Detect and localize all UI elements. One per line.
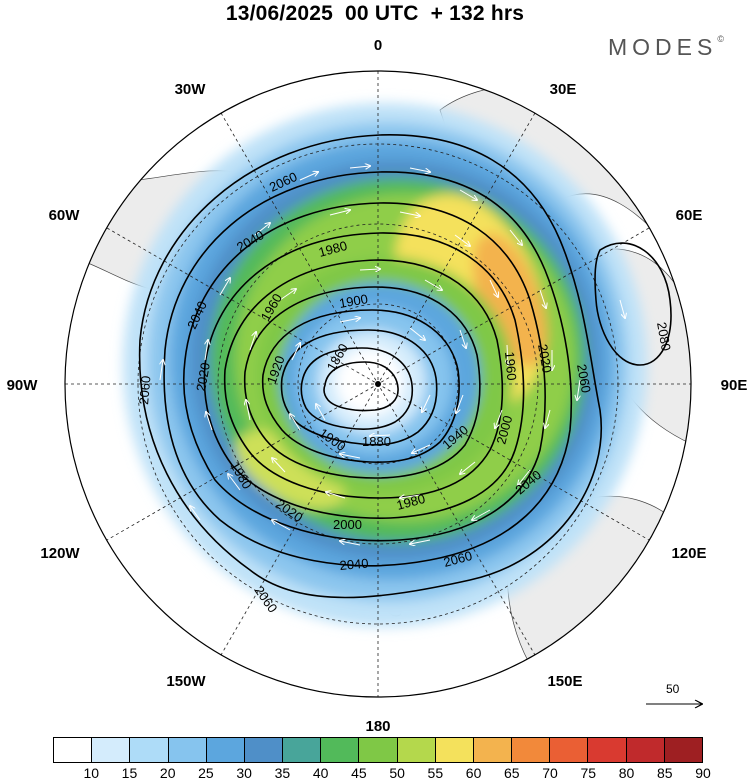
colorbar-cell: [283, 738, 322, 762]
contour-label: 2060: [442, 548, 474, 570]
colorbar-cell: [168, 738, 207, 762]
colorbar-tick-label: 80: [618, 765, 635, 781]
contour-label: 2020: [193, 361, 213, 392]
colorbar-ticks: 10 15 20 25 30 35 40 45 50 55 60 65 70 75 80 85 90: [53, 765, 710, 781]
colorbar-tick-label: 20: [159, 765, 176, 781]
colorbar-cell: [92, 738, 131, 762]
lon-label-150e: 150E: [547, 673, 582, 690]
contour-label: 1900: [338, 291, 369, 311]
contour-label: 1980: [317, 238, 349, 260]
polar-map: 2060 2040 1980 2040 1960 1900 1860 1920 …: [7, 37, 748, 735]
colorbar-cell: [550, 738, 589, 762]
geopotential-contours: [138, 134, 672, 599]
lon-label-150w: 150W: [166, 673, 206, 690]
contour-label: 2060: [574, 363, 594, 394]
colorbar-tick-label: 40: [312, 765, 329, 781]
wind-vectors: [160, 166, 625, 545]
colorbar-cell: [435, 738, 474, 762]
colorbar-cell: [244, 738, 284, 762]
colorbar-tick-label: 50: [389, 765, 405, 781]
lon-label-120e: 120E: [671, 545, 706, 562]
wind-speed-shading: [123, 103, 647, 627]
lon-label-60e: 60E: [676, 207, 703, 224]
colorbar-tick-label: 10: [83, 765, 100, 781]
lon-label-120w: 120W: [40, 545, 80, 562]
colorbar-cell: [359, 738, 398, 762]
colorbar-cell: [664, 738, 702, 762]
map-title: 13/06/2025 00 UTC + 132 hrs: [225, 2, 525, 25]
contour-label: 2080: [654, 321, 674, 352]
colorbar-tick-label: 25: [198, 765, 214, 781]
lon-label-0: 0: [374, 37, 382, 54]
reference-arrow-icon: [646, 699, 704, 709]
reference-vector: 50: [644, 682, 706, 712]
colorbar-cell: [54, 738, 93, 762]
contour-label: 1960: [502, 351, 519, 381]
colorbar-cell: [626, 738, 665, 762]
contour-label: 2040: [339, 556, 369, 573]
lon-label-30w: 30W: [175, 81, 207, 98]
map-boundary: [64, 70, 692, 698]
colorbar-cell: [130, 738, 169, 762]
colorbar-tick-label: 15: [121, 765, 138, 781]
colorbar-tick-label: 65: [504, 765, 520, 781]
pole-marker: [375, 381, 381, 387]
colorbar-tick-label: 35: [274, 765, 291, 781]
contour-label: 2000: [493, 414, 515, 446]
contour-label: 2060: [136, 375, 153, 405]
colorbar-cell: [397, 738, 436, 762]
colorbar-tick-label: 85: [656, 765, 673, 781]
contour-label: 2020: [535, 343, 555, 374]
longitude-labels: 0 30E 60E 90E 120E 150E 180 150W 120W 90…: [7, 37, 748, 735]
colorbar-cell: [588, 738, 627, 762]
brand-name: MODES: [608, 34, 718, 60]
colorbar-tick-label: 45: [351, 765, 367, 781]
lon-label-180: 180: [365, 718, 390, 735]
colorbar-cell: [473, 738, 513, 762]
colorbar: [53, 737, 703, 763]
lon-label-60w: 60W: [49, 207, 81, 224]
colorbar-tick-label: 30: [236, 765, 252, 781]
colorbar-tick-label: 60: [465, 765, 482, 781]
map-area: [65, 71, 691, 697]
lon-label-90e: 90E: [721, 377, 748, 394]
colorbar-cell: [321, 738, 360, 762]
contour-label: 1980: [395, 491, 427, 513]
colorbar-tick-label: 70: [542, 765, 558, 781]
colorbar-tick-label: 90: [695, 765, 711, 781]
reference-vector-label: 50: [666, 682, 680, 696]
colorbar-tick-label: 55: [427, 765, 444, 781]
brand-logo: MODES©: [608, 34, 724, 61]
copyright-mark: ©: [717, 34, 724, 45]
lon-label-30e: 30E: [550, 81, 577, 98]
colorbar-cell: [512, 738, 551, 762]
contour-label: 1880: [362, 434, 391, 449]
contour-label: 2000: [333, 517, 362, 532]
colorbar-tick-label: 75: [580, 765, 597, 781]
lon-label-90w: 90W: [7, 377, 39, 394]
colorbar-cell: [206, 738, 245, 762]
